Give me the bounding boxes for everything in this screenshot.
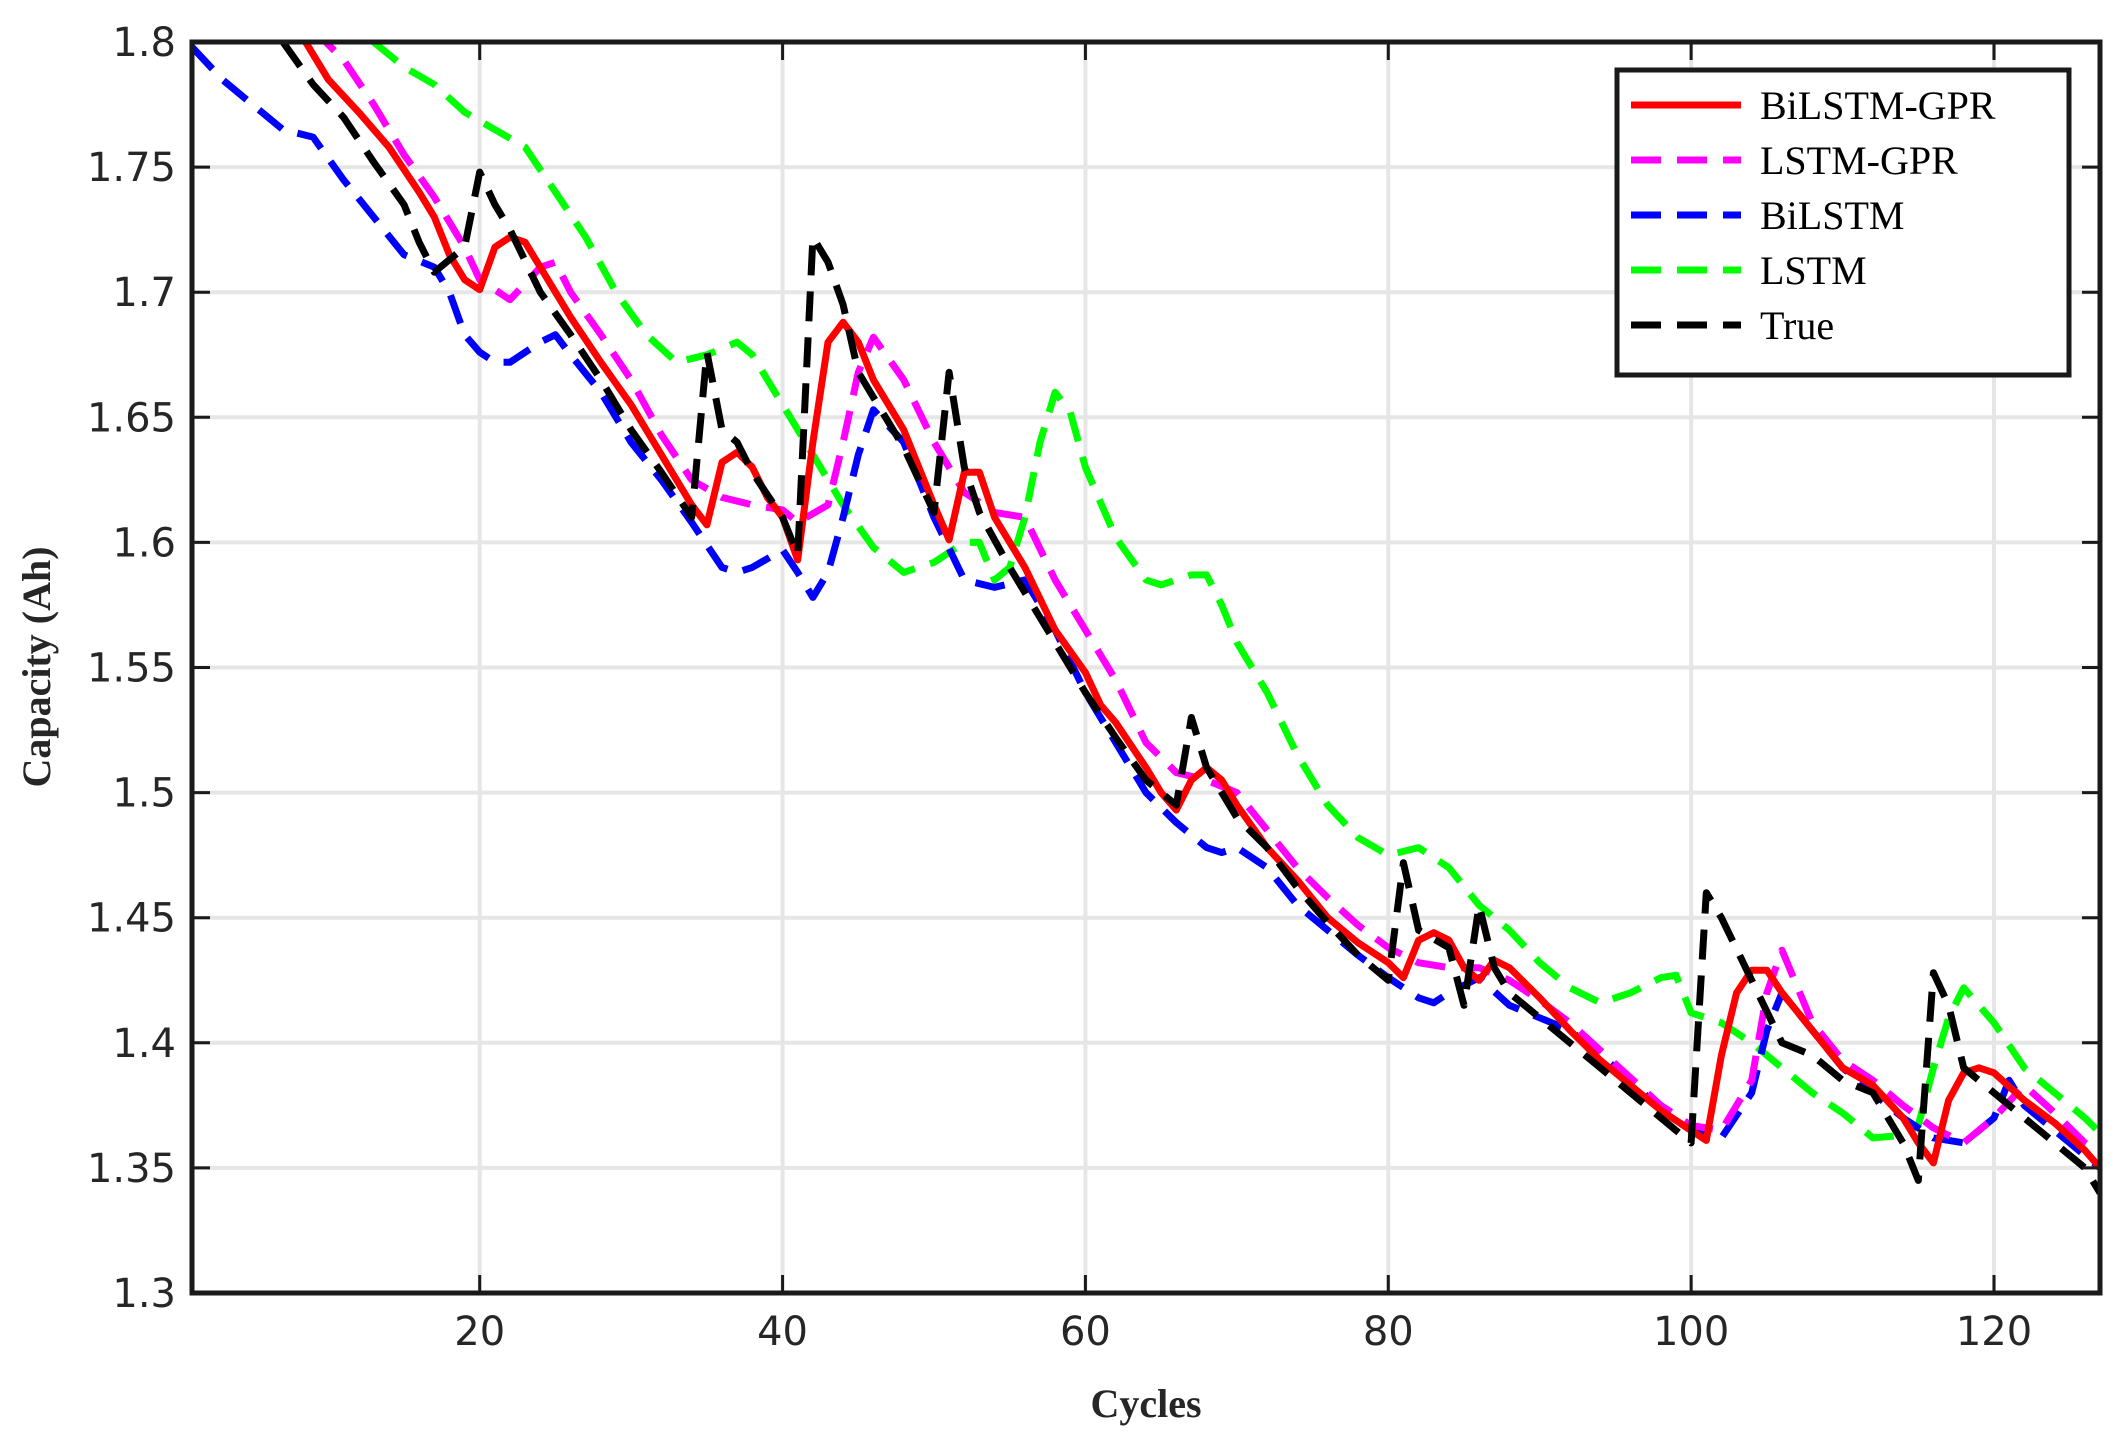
x-tick-label: 60 bbox=[1060, 1309, 1111, 1355]
series-line-true bbox=[280, 42, 2100, 1195]
series-line-lstm-gpr bbox=[320, 42, 2100, 1156]
legend-label: BiLSTM-GPR bbox=[1760, 83, 1996, 128]
y-tick-label: 1.5 bbox=[112, 771, 176, 817]
legend-label: LSTM-GPR bbox=[1760, 138, 1958, 183]
y-axis-title: Capacity (Ah) bbox=[14, 546, 59, 787]
series-lines bbox=[192, 42, 2100, 1195]
y-tick-label: 1.8 bbox=[112, 20, 176, 66]
x-tick-label: 120 bbox=[1956, 1309, 2032, 1355]
series-line-bilstm-gpr bbox=[301, 42, 2100, 1171]
legend-label: BiLSTM bbox=[1760, 193, 1904, 238]
legend: BiLSTM-GPR LSTM-GPR BiLSTM LSTM True bbox=[1614, 67, 2072, 378]
y-tick-label: 1.55 bbox=[87, 646, 176, 692]
y-tick-label: 1.45 bbox=[87, 896, 176, 942]
y-tick-label: 1.7 bbox=[112, 270, 176, 316]
y-tick-label: 1.75 bbox=[87, 145, 176, 191]
legend-label: True bbox=[1760, 303, 1834, 348]
x-tick-label: 20 bbox=[454, 1309, 505, 1355]
legend-label: LSTM bbox=[1760, 248, 1867, 293]
y-tick-label: 1.4 bbox=[112, 1021, 176, 1067]
y-tick-label: 1.65 bbox=[87, 395, 176, 441]
x-tick-label: 40 bbox=[757, 1309, 808, 1355]
series-line-lstm bbox=[371, 42, 2100, 1142]
x-axis-title: Cycles bbox=[1090, 1381, 1201, 1426]
y-tick-label: 1.35 bbox=[87, 1146, 176, 1192]
series-line-bilstm bbox=[192, 44, 2100, 1171]
axis-ticks: 20 40 60 80 100 120 1.3 1.35 1.4 1.45 1.5 1.55 1.6 1.… bbox=[87, 20, 2100, 1355]
x-tick-label: 100 bbox=[1653, 1309, 1729, 1355]
y-tick-label: 1.3 bbox=[112, 1271, 176, 1317]
x-tick-label: 80 bbox=[1363, 1309, 1414, 1355]
y-tick-label: 1.6 bbox=[112, 520, 176, 566]
